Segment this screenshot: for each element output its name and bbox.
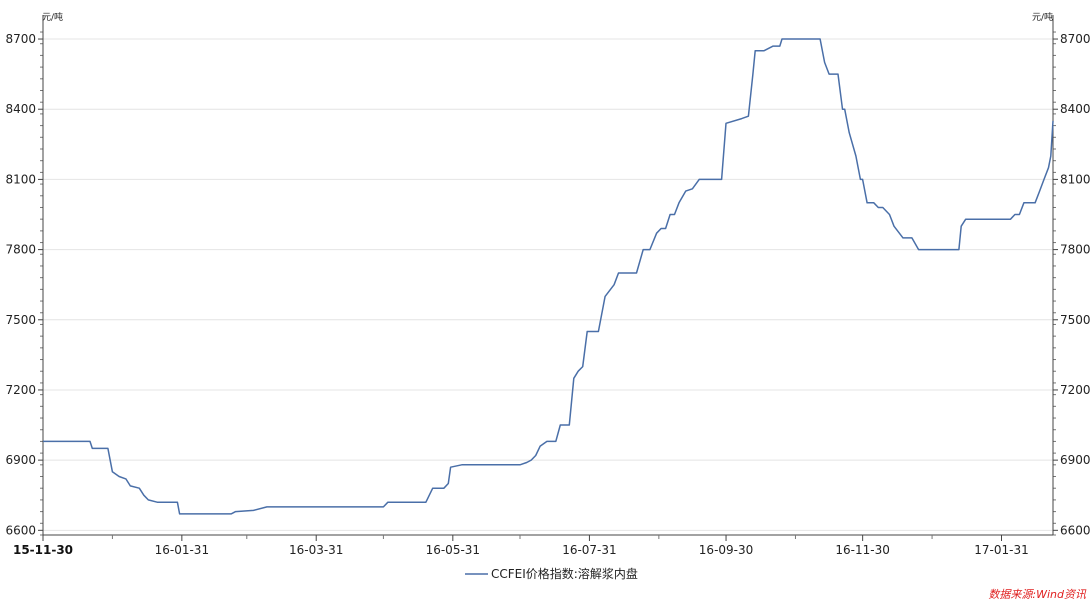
- y-tick-label-right: 6600: [1060, 523, 1091, 537]
- axes: 6600 6600 6900 6900 7200 7200 7500 7500 7800 7800…: [5, 15, 1091, 557]
- y-tick-label-left: 7500: [5, 313, 36, 327]
- x-tick-label: 16-05-31: [426, 543, 480, 557]
- source-note: 数据来源:Wind资讯: [988, 588, 1087, 601]
- x-tick-label: 15-11-30: [13, 543, 73, 557]
- y-tick-label-left: 8100: [5, 172, 36, 186]
- y-tick-label-right: 8100: [1060, 172, 1091, 186]
- y-tick-label-left: 8700: [5, 32, 36, 46]
- legend-label: CCFEI价格指数:溶解浆内盘: [491, 566, 638, 581]
- y-tick-label-left: 7800: [5, 243, 36, 257]
- y-tick-label-right: 7500: [1060, 313, 1091, 327]
- y-tick-label-left: 6600: [5, 523, 36, 537]
- x-tick-label: 16-07-31: [562, 543, 616, 557]
- left-unit-label: 元/吨: [42, 11, 63, 23]
- y-tick-label-right: 7200: [1060, 383, 1091, 397]
- series-layer: [43, 38, 1054, 515]
- y-tick-label-right: 8400: [1060, 102, 1091, 116]
- y-tick-label-right: 7800: [1060, 243, 1091, 257]
- y-tick-label-right: 6900: [1060, 453, 1091, 467]
- x-tick-label: 16-03-31: [289, 543, 343, 557]
- legend: CCFEI价格指数:溶解浆内盘: [465, 566, 638, 581]
- x-tick-label: 17-01-31: [974, 543, 1028, 557]
- y-tick-label-left: 7200: [5, 383, 36, 397]
- right-unit-label: 元/吨: [1032, 11, 1053, 23]
- y-tick-label-left: 6900: [5, 453, 36, 467]
- y-tick-label-right: 8700: [1060, 32, 1091, 46]
- x-tick-label: 16-01-31: [155, 543, 209, 557]
- series-line: [43, 38, 1054, 515]
- y-tick-label-left: 8400: [5, 102, 36, 116]
- x-tick-label: 16-09-30: [699, 543, 753, 557]
- x-tick-label: 16-11-30: [835, 543, 889, 557]
- gridlines: [43, 38, 1053, 531]
